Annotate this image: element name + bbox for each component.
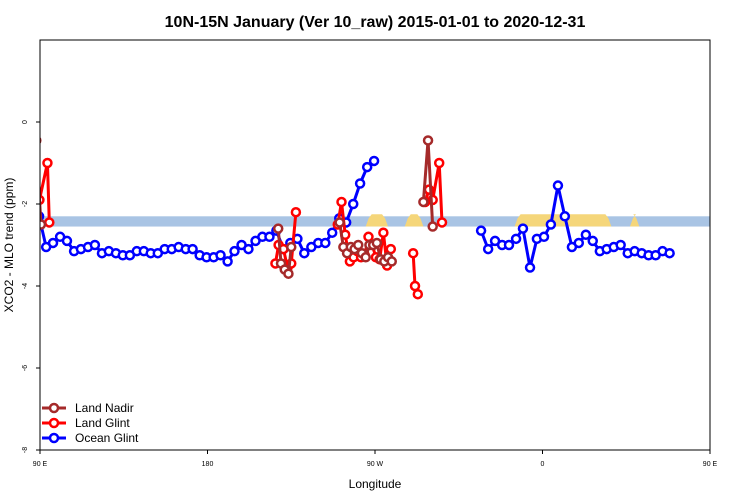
data-point — [272, 223, 284, 234]
data-point — [187, 243, 198, 255]
data-point — [385, 243, 397, 255]
data-point — [40, 136, 42, 145]
data-point — [336, 196, 347, 208]
data-point — [360, 252, 371, 263]
chart-title: 10N-15N January (Ver 10_raw) 2015-01-01 … — [165, 14, 586, 31]
data-point — [517, 223, 529, 234]
y-tick-label: -2 — [22, 201, 29, 207]
y-tick-label: -8 — [22, 447, 29, 453]
data-point — [354, 178, 366, 189]
x-tick-label: 90 E — [703, 461, 718, 468]
data-point — [363, 231, 374, 243]
data-point — [538, 231, 550, 243]
series-line — [421, 138, 435, 227]
legend-label: Land Nadir — [75, 401, 134, 415]
data-point — [580, 229, 592, 240]
x-axis-label: Longitude — [349, 477, 402, 491]
data-point — [552, 180, 564, 191]
land-patch — [404, 214, 424, 227]
data-point — [368, 155, 380, 167]
data-point — [299, 247, 310, 259]
data-point — [320, 237, 331, 249]
data-point — [40, 188, 41, 192]
data-point — [264, 231, 275, 243]
data-point — [475, 225, 487, 236]
data-point — [334, 217, 345, 228]
data-point — [28, 180, 36, 188]
data-point — [524, 262, 536, 273]
y-tick-label: 0 — [22, 120, 29, 124]
data-point — [482, 243, 494, 255]
data-point — [21, 221, 29, 229]
data-point — [412, 288, 424, 300]
data-point — [545, 219, 557, 230]
land-patch — [365, 214, 389, 227]
y-axis-label: XCO2 - MLO trend (ppm) — [2, 178, 16, 313]
legend-swatch-marker — [48, 417, 60, 429]
data-point — [378, 227, 389, 238]
plot-inner — [21, 135, 710, 300]
data-point — [615, 239, 626, 251]
data-point — [283, 268, 294, 279]
legend-swatch-marker — [48, 432, 60, 444]
data-point — [427, 221, 438, 232]
data-point — [409, 280, 421, 292]
data-point — [61, 235, 73, 247]
series-line — [40, 161, 51, 223]
data-point — [386, 256, 397, 267]
x-tick-label: 0 — [541, 461, 545, 468]
data-point — [229, 245, 240, 257]
data-point — [371, 237, 383, 249]
data-point — [664, 247, 675, 259]
data-point — [418, 196, 429, 208]
land-patch — [629, 214, 640, 227]
y-tick-label: -4 — [22, 283, 29, 289]
data-point — [222, 256, 233, 267]
data-point — [47, 237, 59, 249]
data-point — [286, 241, 297, 253]
data-point — [44, 217, 55, 228]
data-point — [40, 194, 45, 206]
data-point — [290, 206, 302, 218]
y-tick-label: -6 — [22, 365, 29, 371]
legend-label: Ocean Glint — [75, 431, 139, 445]
data-point — [436, 217, 448, 228]
plot-area: 90 E 180 90 W 0 90 E 0 -2 -4 -6 -8 Land NadirLand … — [21, 39, 718, 468]
x-tick-label: 90 E — [33, 461, 48, 468]
data-point — [559, 211, 571, 222]
data-point — [503, 239, 515, 251]
data-point — [422, 135, 434, 146]
data-point — [361, 161, 373, 173]
x-tick-label: 180 — [202, 461, 214, 468]
data-point — [347, 198, 359, 210]
data-point — [353, 239, 364, 251]
data-point — [326, 227, 338, 238]
data-point — [40, 219, 47, 230]
legend-label: Land Glint — [75, 416, 130, 430]
legend-swatch-marker — [48, 402, 60, 414]
data-point — [587, 235, 598, 247]
data-point — [433, 157, 445, 169]
data-point — [89, 239, 101, 251]
data-point — [510, 233, 522, 245]
data-point — [215, 250, 226, 261]
data-point — [407, 247, 419, 259]
x-tick-label: 90 W — [367, 461, 384, 468]
data-point — [573, 237, 585, 249]
data-point — [42, 157, 53, 169]
data-point — [243, 243, 254, 255]
